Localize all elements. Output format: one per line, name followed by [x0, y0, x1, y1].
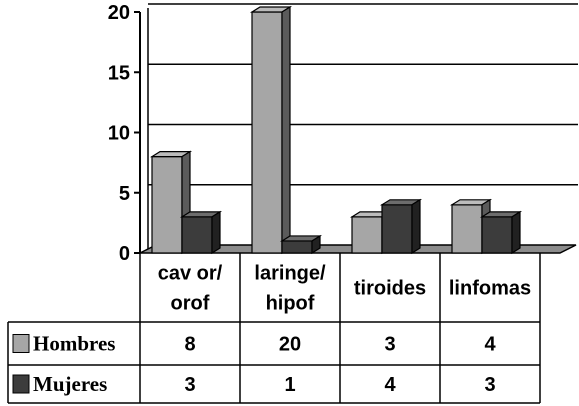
bar-mujeres-side: [411, 198, 421, 255]
bar-mujeres-front: [281, 240, 313, 254]
bar-hombres-front: [351, 216, 383, 254]
legend-swatch-hombres: [12, 334, 30, 353]
legend-label-hombres: Hombres: [33, 332, 115, 356]
y-tick-label: 20: [108, 2, 130, 24]
bar-mujeres-front: [381, 204, 413, 254]
legend-label-mujeres: Mujeres: [33, 372, 107, 396]
table-value: 20: [279, 334, 301, 356]
table-value: 3: [384, 334, 395, 356]
legend-swatch-mujeres: [12, 374, 30, 394]
y-tick-label: 10: [108, 123, 130, 145]
table-value: 8: [184, 334, 195, 356]
table-value: 1: [284, 374, 295, 396]
table-value: 4: [384, 374, 396, 396]
category-label: hipof: [266, 293, 315, 315]
bar-mujeres-side: [311, 234, 321, 255]
bar-mujeres-side: [211, 210, 221, 255]
y-tick-label: 0: [119, 243, 130, 265]
bar-hombres-front: [251, 11, 283, 254]
category-label: cav or/: [158, 263, 223, 285]
category-label: laringe/: [254, 263, 326, 285]
y-tick-label: 5: [119, 183, 130, 205]
table-value: 4: [484, 334, 496, 356]
table-value: 3: [484, 374, 495, 396]
category-label: linfomas: [449, 278, 531, 300]
bar-mujeres-front: [481, 216, 513, 254]
bar-mujeres-front: [181, 216, 213, 254]
table-value: 3: [184, 374, 195, 396]
category-label: orof: [171, 293, 210, 315]
bar-hombres-front: [451, 204, 483, 254]
bar-hombres-side: [281, 5, 291, 255]
bar-mujeres-side: [511, 210, 521, 255]
category-label: tiroides: [354, 278, 426, 300]
y-tick-label: 15: [108, 62, 130, 84]
bar-hombres-front: [151, 156, 183, 254]
